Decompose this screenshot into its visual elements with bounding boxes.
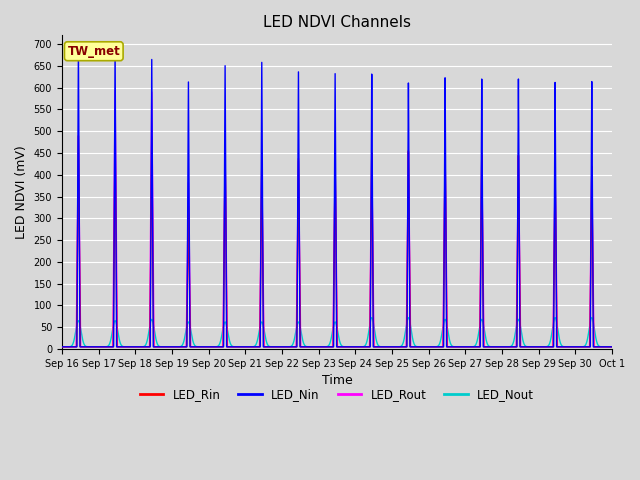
Y-axis label: LED NDVI (mV): LED NDVI (mV): [15, 145, 28, 239]
X-axis label: Time: Time: [321, 374, 352, 387]
Text: TW_met: TW_met: [67, 45, 120, 58]
Legend: LED_Rin, LED_Nin, LED_Rout, LED_Nout: LED_Rin, LED_Nin, LED_Rout, LED_Nout: [135, 384, 539, 406]
Title: LED NDVI Channels: LED NDVI Channels: [263, 15, 411, 30]
